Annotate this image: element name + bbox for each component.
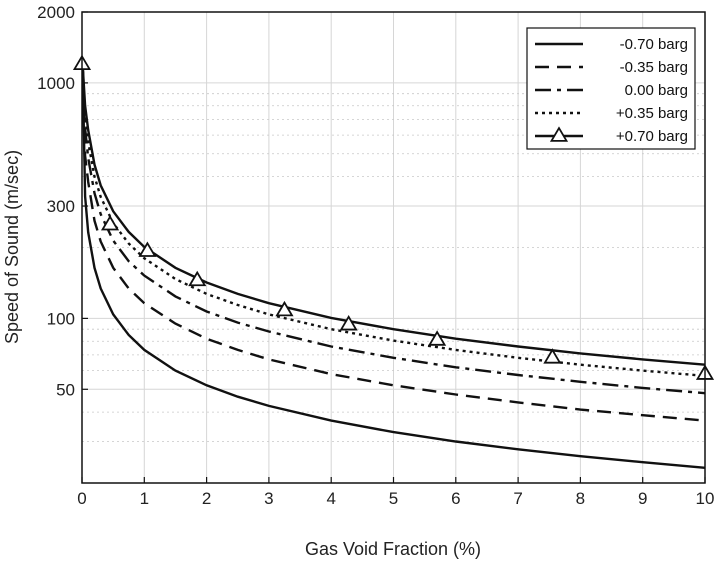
y-tick-label: 1000 — [37, 74, 75, 93]
x-tick-label: 7 — [513, 489, 522, 508]
y-tick-label: 100 — [47, 309, 75, 328]
legend-label-1: -0.70 barg — [620, 36, 688, 53]
x-tick-label: 9 — [638, 489, 647, 508]
x-tick-label: 0 — [77, 489, 86, 508]
series-line-4 — [81, 63, 706, 378]
series-line-2 — [81, 63, 706, 422]
x-tick-label: 1 — [140, 489, 149, 508]
y-tick-label: 2000 — [37, 3, 75, 22]
x-tick-label: 4 — [326, 489, 335, 508]
legend-label-2: -0.35 barg — [620, 59, 688, 76]
triangle-marker — [339, 315, 358, 331]
ticks — [81, 11, 706, 483]
y-tick-label: 50 — [56, 380, 75, 399]
x-tick-label: 5 — [389, 489, 398, 508]
legend-label-3: 0.00 barg — [625, 82, 688, 99]
legend-triangle-icon — [549, 126, 569, 142]
series-layer — [81, 63, 706, 469]
triangle-marker — [543, 348, 562, 364]
y-tick-label: 300 — [47, 197, 75, 216]
triangle-marker — [188, 270, 207, 287]
triangle-marker — [428, 330, 447, 346]
x-axis-title: Gas Void Fraction (%) — [305, 539, 481, 559]
series-line-3 — [81, 63, 706, 395]
triangle-marker — [100, 214, 120, 231]
x-tick-label: 3 — [264, 489, 273, 508]
triangle-marker — [138, 241, 157, 257]
legend-box — [526, 27, 696, 150]
x-tick-label: 2 — [202, 489, 211, 508]
legend-label-4: +0.35 barg — [616, 105, 688, 122]
series-line-5 — [81, 63, 706, 366]
legend: -0.70 barg -0.35 barg 0.00 barg +0.35 barg +… — [526, 27, 696, 150]
legend-label-5: +0.70 barg — [616, 128, 688, 145]
y-axis-title: Speed of Sound (m/sec) — [2, 150, 22, 344]
triangle-marker — [275, 300, 294, 317]
x-tick-label: 10 — [696, 489, 715, 508]
series-line-1 — [81, 63, 706, 469]
marker-layer — [72, 54, 715, 380]
tick-labels: 0 1 2 3 4 5 6 7 8 9 10 50 100 300 1000 2000 — [37, 3, 714, 508]
x-tick-label: 8 — [576, 489, 585, 508]
x-tick-label: 6 — [451, 489, 460, 508]
